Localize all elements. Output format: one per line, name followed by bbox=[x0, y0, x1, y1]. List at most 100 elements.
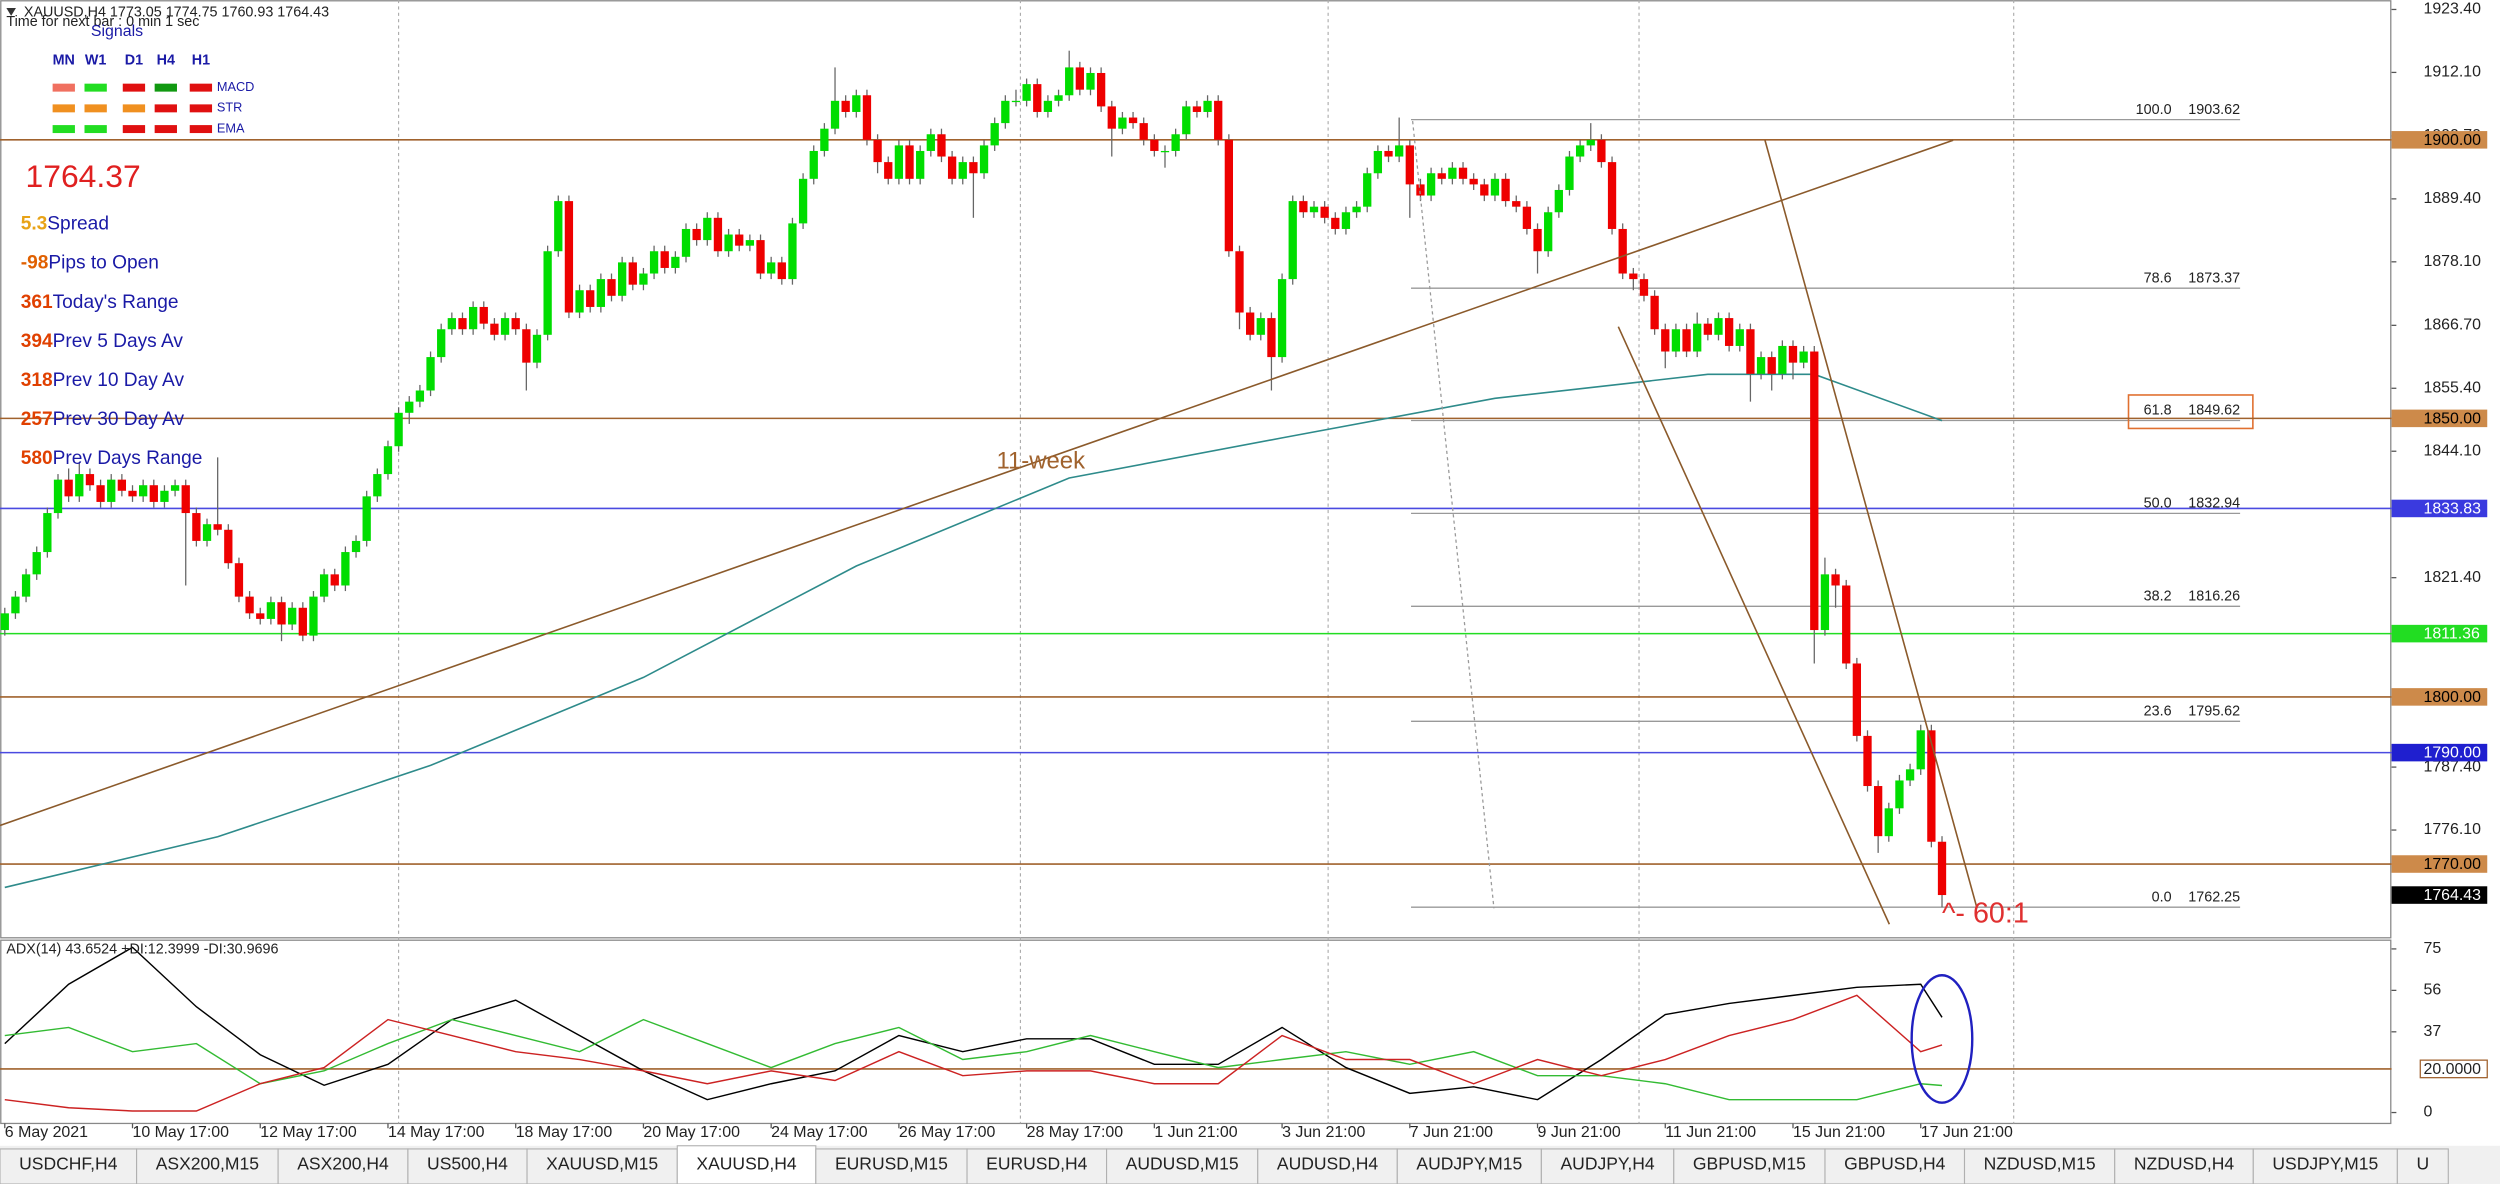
tab[interactable]: XAUUSD,M15 bbox=[526, 1148, 678, 1184]
candle-body bbox=[873, 139, 882, 163]
candle-body bbox=[692, 228, 701, 241]
info-value: 5.3 bbox=[21, 214, 48, 235]
tab-bar: USDCHF,H4 ASX200,M15 ASX200,H4 US500,H4 XAUU… bbox=[0, 1145, 2500, 1184]
tab-label[interactable]: NZDUSD,M15 bbox=[1984, 1154, 2096, 1174]
candle-body bbox=[788, 223, 797, 280]
highlight-ellipse bbox=[1910, 974, 1974, 1104]
info-value: 318 bbox=[21, 370, 53, 391]
signal-block bbox=[122, 104, 146, 113]
candle-body bbox=[128, 490, 137, 497]
level-price-box bbox=[2391, 743, 2488, 762]
tab-bg[interactable] bbox=[2396, 1148, 2449, 1184]
tab[interactable]: AUDJPY,M15 bbox=[1396, 1148, 1542, 1184]
tab-bg[interactable] bbox=[1824, 1148, 1966, 1184]
tab[interactable]: XAUUSD,H4 bbox=[676, 1145, 817, 1184]
x-tick-label: 15 Jun 21:00 bbox=[1793, 1124, 1885, 1141]
candle-body bbox=[192, 513, 201, 541]
tab-label[interactable]: NZDUSD,H4 bbox=[2134, 1154, 2235, 1174]
tab-bg[interactable] bbox=[2252, 1148, 2398, 1184]
tab-label[interactable]: AUDJPY,M15 bbox=[1416, 1154, 1522, 1174]
tab[interactable]: AUDUSD,M15 bbox=[1105, 1148, 1259, 1184]
tab-label[interactable]: U bbox=[2416, 1154, 2429, 1174]
tab-bg[interactable] bbox=[136, 1148, 279, 1184]
level-price-box bbox=[2391, 499, 2488, 518]
tab[interactable]: GBPUSD,H4 bbox=[1824, 1148, 1966, 1184]
tab-label[interactable]: EURUSD,M15 bbox=[835, 1154, 948, 1174]
signal-column: W1 bbox=[85, 52, 107, 68]
tab[interactable]: AUDJPY,H4 bbox=[1540, 1148, 1675, 1184]
tab-label[interactable]: USDCHF,H4 bbox=[19, 1154, 118, 1174]
tab-bg[interactable] bbox=[526, 1148, 678, 1184]
candle-body bbox=[969, 162, 978, 174]
tab[interactable]: GBPUSD,M15 bbox=[1673, 1148, 1826, 1184]
tab-label[interactable]: XAUUSD,H4 bbox=[696, 1154, 797, 1174]
tab-label[interactable]: ASX200,M15 bbox=[156, 1154, 259, 1174]
tab-bg[interactable] bbox=[1540, 1148, 1675, 1184]
ema-line bbox=[4, 373, 1943, 889]
candle-body bbox=[1246, 312, 1255, 335]
bar-timer: Time for next bar : 0 min 1 sec bbox=[6, 14, 199, 30]
tab-bg[interactable] bbox=[1396, 1148, 1542, 1184]
tab-bg[interactable] bbox=[676, 1145, 817, 1184]
tab-label[interactable]: AUDUSD,H4 bbox=[1277, 1154, 1379, 1174]
tab[interactable]: ASX200,M15 bbox=[136, 1148, 279, 1184]
tab[interactable]: EURUSD,M15 bbox=[815, 1148, 968, 1184]
candle-body bbox=[1533, 228, 1542, 252]
tab-label[interactable]: AUDJPY,H4 bbox=[1561, 1154, 1655, 1174]
main-panel-frame bbox=[0, 0, 2392, 939]
tab-label[interactable]: USDJPY,M15 bbox=[2272, 1154, 2378, 1174]
tab-label[interactable]: GBPUSD,H4 bbox=[1844, 1154, 1946, 1174]
tab-bg[interactable] bbox=[1105, 1148, 1259, 1184]
candle-body bbox=[735, 234, 744, 246]
tab[interactable]: ASX200,H4 bbox=[277, 1148, 409, 1184]
info-value: 394 bbox=[21, 331, 53, 352]
tab[interactable]: US500,H4 bbox=[407, 1148, 528, 1184]
y-tick-label: 1866.70 bbox=[2423, 317, 2481, 334]
tab-label[interactable]: ASX200,H4 bbox=[297, 1154, 389, 1174]
tab-label[interactable]: GBPUSD,M15 bbox=[1693, 1154, 1806, 1174]
level-price-box bbox=[2391, 855, 2488, 873]
candle-body bbox=[1437, 173, 1446, 179]
candle-body bbox=[32, 552, 41, 575]
tab-bg[interactable] bbox=[966, 1148, 1108, 1184]
tab-bg[interactable] bbox=[277, 1148, 409, 1184]
candle-body bbox=[1150, 139, 1159, 151]
candle-body bbox=[1299, 201, 1308, 213]
tab-label[interactable]: US500,H4 bbox=[427, 1154, 508, 1174]
candle-body bbox=[1693, 323, 1702, 352]
tab-label[interactable]: EURUSD,H4 bbox=[986, 1154, 1088, 1174]
candle-body bbox=[405, 401, 414, 413]
candle-body bbox=[1767, 357, 1776, 374]
candle-body bbox=[947, 156, 957, 179]
tab-label[interactable]: AUDUSD,M15 bbox=[1126, 1154, 1239, 1174]
candle-body bbox=[809, 150, 818, 179]
candle-body bbox=[1746, 329, 1755, 374]
tab[interactable]: EURUSD,H4 bbox=[966, 1148, 1108, 1184]
candle-body bbox=[1043, 100, 1053, 112]
candle-body bbox=[564, 201, 574, 313]
tab-label[interactable]: XAUUSD,M15 bbox=[546, 1154, 658, 1174]
tab-bg[interactable] bbox=[1963, 1148, 2116, 1184]
info-label: Prev 5 Days Av bbox=[53, 331, 184, 352]
tab[interactable]: AUDUSD,H4 bbox=[1257, 1148, 1398, 1184]
signal-row-label: STR bbox=[217, 100, 243, 115]
tab[interactable]: U bbox=[2396, 1148, 2449, 1184]
info-label: Prev Days Range bbox=[53, 448, 203, 469]
tab[interactable]: USDJPY,M15 bbox=[2252, 1148, 2398, 1184]
candle-body bbox=[798, 178, 808, 224]
tab[interactable]: NZDUSD,M15 bbox=[1963, 1148, 2116, 1184]
y-tick-label: 1787.40 bbox=[2423, 758, 2481, 775]
candle-body bbox=[43, 513, 52, 553]
tab[interactable]: USDCHF,H4 bbox=[0, 1148, 138, 1184]
collapse-arrow[interactable] bbox=[6, 7, 16, 16]
candle-body bbox=[0, 613, 9, 631]
candle-body bbox=[1395, 145, 1404, 157]
candle-body bbox=[1480, 184, 1489, 196]
tab[interactable]: NZDUSD,H4 bbox=[2114, 1148, 2254, 1184]
x-tick-label: 9 Jun 21:00 bbox=[1538, 1124, 1621, 1141]
fib-highlight bbox=[2127, 394, 2254, 430]
tab-bg[interactable] bbox=[407, 1148, 528, 1184]
x-tick-label: 24 May 17:00 bbox=[771, 1124, 868, 1141]
trend-label: 11-week bbox=[996, 447, 1085, 474]
